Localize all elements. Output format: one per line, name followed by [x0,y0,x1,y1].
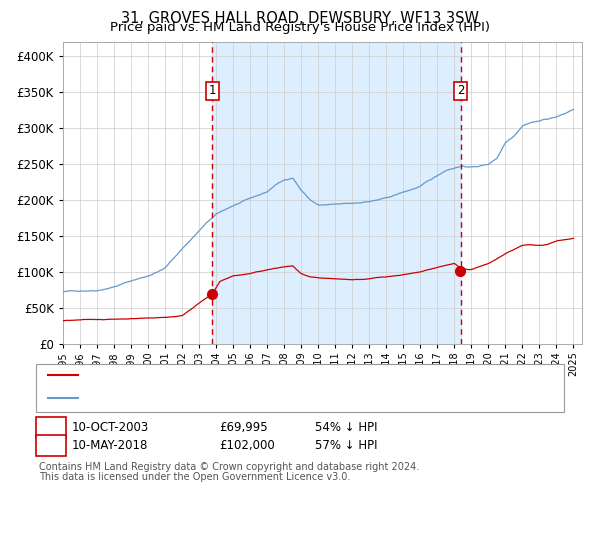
Text: 2: 2 [47,438,55,452]
Bar [212,42,461,344]
Text: HPI: Average price, detached house, Kirklees: HPI: Average price, detached house, Kirk… [84,391,349,404]
Text: 1: 1 [209,85,216,97]
Text: 54% ↓ HPI: 54% ↓ HPI [315,421,377,434]
Text: 2: 2 [457,85,464,97]
Text: 10-OCT-2003: 10-OCT-2003 [72,421,149,434]
Text: 1: 1 [47,421,55,434]
Text: Price paid vs. HM Land Registry's House Price Index (HPI): Price paid vs. HM Land Registry's House … [110,21,490,34]
Text: £69,995: £69,995 [219,421,268,434]
Text: This data is licensed under the Open Government Licence v3.0.: This data is licensed under the Open Gov… [39,472,350,482]
Text: 57% ↓ HPI: 57% ↓ HPI [315,438,377,452]
Text: Contains HM Land Registry data © Crown copyright and database right 2024.: Contains HM Land Registry data © Crown c… [39,462,419,472]
Text: £102,000: £102,000 [219,438,275,452]
Text: 10-MAY-2018: 10-MAY-2018 [72,438,148,452]
Text: 31, GROVES HALL ROAD, DEWSBURY, WF13 3SW (detached house): 31, GROVES HALL ROAD, DEWSBURY, WF13 3SW… [84,369,479,382]
Text: 31, GROVES HALL ROAD, DEWSBURY, WF13 3SW: 31, GROVES HALL ROAD, DEWSBURY, WF13 3SW [121,11,479,26]
